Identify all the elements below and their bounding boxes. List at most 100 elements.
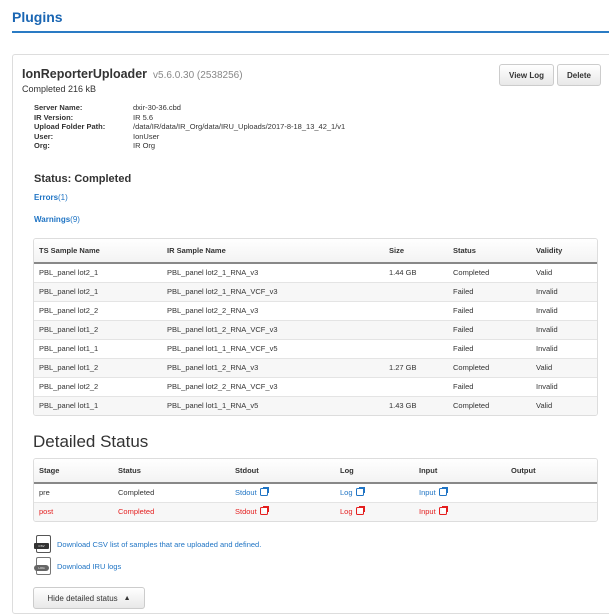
- table-cell: PBL_panel lot2_2_RNA_v3: [162, 300, 384, 320]
- plugin-info: Server Name: dxir-30-36.cbd IR Version: IR…: [34, 103, 345, 151]
- external-link-icon[interactable]: [259, 506, 269, 516]
- csv-file-icon: CSV: [34, 535, 51, 553]
- hide-button-label: Hide detailed status: [47, 593, 118, 603]
- external-link-icon[interactable]: [355, 506, 365, 516]
- errors-count: (1): [58, 193, 68, 202]
- table-cell: PBL_panel lot1_1_RNA_VCF_v5: [162, 338, 384, 358]
- stdout-link[interactable]: Stdout: [235, 507, 257, 517]
- table-cell: Completed: [448, 395, 531, 415]
- page-title: Plugins: [12, 9, 63, 25]
- info-value: IR 5.6: [133, 112, 154, 122]
- cell-log: Log: [335, 501, 414, 521]
- input-link[interactable]: Input: [419, 488, 436, 498]
- info-value: dxir-30-36.cbd: [133, 103, 181, 112]
- log-link[interactable]: Log: [340, 488, 353, 498]
- status-heading: Status: Completed: [34, 173, 132, 185]
- table-row: PBL_panel lot1_2 PBL_panel lot1_2_RNA_VCF…: [34, 319, 597, 339]
- info-label: Server Name:: [34, 103, 83, 112]
- cell-status: Completed: [113, 501, 230, 521]
- column-header: Validity: [531, 239, 597, 264]
- detailed-status-heading: Detailed Status: [33, 432, 149, 451]
- table-row: PBL_panel lot1_2 PBL_panel lot1_2_RNA_v3 1…: [34, 357, 597, 377]
- table-cell: Completed: [448, 357, 531, 377]
- external-link-icon[interactable]: [259, 487, 269, 497]
- column-header: Status: [448, 239, 531, 264]
- table-row: PBL_panel lot2_1 PBL_panel lot2_1_RNA_VCF…: [34, 281, 597, 301]
- table-cell: Invalid: [531, 319, 597, 339]
- table-cell: Failed: [448, 281, 531, 301]
- table-cell: PBL_panel lot1_2: [34, 357, 162, 377]
- column-header: Stdout: [230, 459, 335, 484]
- table-cell: PBL_panel lot1_2: [34, 319, 162, 339]
- table-cell: 1.44 GB: [384, 262, 448, 282]
- table-cell: PBL_panel lot2_1: [34, 281, 162, 301]
- input-link[interactable]: Input: [419, 507, 436, 517]
- caret-up-icon: ▲: [123, 594, 131, 602]
- table-cell: [384, 281, 448, 301]
- download-csv-link[interactable]: Download CSV list of samples that are up…: [57, 539, 262, 549]
- stage-row: pre Completed Stdout Log Input: [34, 482, 597, 502]
- external-link-icon[interactable]: [438, 487, 448, 497]
- warnings-count: (9): [70, 215, 80, 224]
- cell-output: [506, 501, 597, 521]
- table-cell: 1.27 GB: [384, 357, 448, 377]
- info-value: IR Org: [133, 141, 156, 150]
- table-cell: Failed: [448, 300, 531, 320]
- external-link-icon[interactable]: [438, 506, 448, 516]
- stage-row: post Completed Stdout Log Input: [34, 501, 597, 521]
- header-divider: [12, 31, 609, 33]
- cell-stage: pre: [34, 482, 113, 502]
- table-cell: Valid: [531, 357, 597, 377]
- table-cell: PBL_panel lot2_1_RNA_VCF_v3: [162, 281, 384, 301]
- table-cell: PBL_panel lot2_2: [34, 300, 162, 320]
- stdout-link[interactable]: Stdout: [235, 488, 257, 498]
- table-cell: [384, 338, 448, 358]
- table-cell: Valid: [531, 262, 597, 282]
- external-link-icon[interactable]: [355, 487, 365, 497]
- column-header: IR Sample Name: [162, 239, 384, 264]
- column-header: Input: [414, 459, 506, 484]
- table-cell: PBL_panel lot2_2_RNA_VCF_v3: [162, 376, 384, 396]
- plugin-name: IonReporterUploader: [22, 67, 148, 81]
- table-cell: [384, 300, 448, 320]
- errors-label[interactable]: Errors: [34, 193, 59, 202]
- info-label: Upload Folder Path:: [34, 122, 106, 131]
- table-cell: Valid: [531, 395, 597, 415]
- cell-stage: post: [34, 501, 113, 521]
- table-cell: Failed: [448, 319, 531, 339]
- table-cell: PBL_panel lot2_1_RNA_v3: [162, 262, 384, 282]
- plugin-progress: Completed 216 kB: [22, 84, 97, 94]
- table-cell: 1.43 GB: [384, 395, 448, 415]
- table-cell: Invalid: [531, 281, 597, 301]
- cell-log: Log: [335, 482, 414, 502]
- log-link[interactable]: Log: [340, 507, 353, 517]
- cell-status: Completed: [113, 482, 230, 502]
- plugin-version: v5.6.0.30 (2538256): [153, 70, 243, 81]
- cell-input: Input: [414, 482, 506, 502]
- download-logs[interactable]: LOG Download IRU logs: [34, 557, 122, 575]
- column-header: Stage: [34, 459, 113, 484]
- table-cell: PBL_panel lot1_1: [34, 395, 162, 415]
- warnings-label[interactable]: Warnings: [34, 215, 71, 224]
- column-header: Log: [335, 459, 414, 484]
- table-cell: Invalid: [531, 338, 597, 358]
- table-row: PBL_panel lot2_2 PBL_panel lot2_2_RNA_VCF…: [34, 376, 597, 396]
- column-header: TS Sample Name: [34, 239, 162, 264]
- hide-detailed-status-button[interactable]: Hide detailed status ▲: [33, 587, 145, 609]
- download-csv[interactable]: CSV Download CSV list of samples that ar…: [34, 535, 262, 553]
- table-cell: Invalid: [531, 376, 597, 396]
- download-logs-link[interactable]: Download IRU logs: [57, 561, 122, 571]
- cell-stdout: Stdout: [230, 482, 335, 502]
- table-cell: PBL_panel lot1_1_RNA_v5: [162, 395, 384, 415]
- table-cell: PBL_panel lot2_1: [34, 262, 162, 282]
- detailed-status-table: Stage Status Stdout Log Input Output pre Compl…: [33, 458, 598, 522]
- cell-input: Input: [414, 501, 506, 521]
- view-log-button[interactable]: View Log: [499, 64, 554, 86]
- errors-link[interactable]: Errors(1): [34, 193, 68, 202]
- column-header: Status: [113, 459, 230, 484]
- warnings-link[interactable]: Warnings(9): [34, 215, 80, 224]
- delete-button[interactable]: Delete: [557, 64, 601, 86]
- info-label: User:: [34, 131, 54, 141]
- log-file-icon: LOG: [34, 557, 51, 575]
- samples-table: TS Sample Name IR Sample Name Size Status Va…: [33, 238, 598, 416]
